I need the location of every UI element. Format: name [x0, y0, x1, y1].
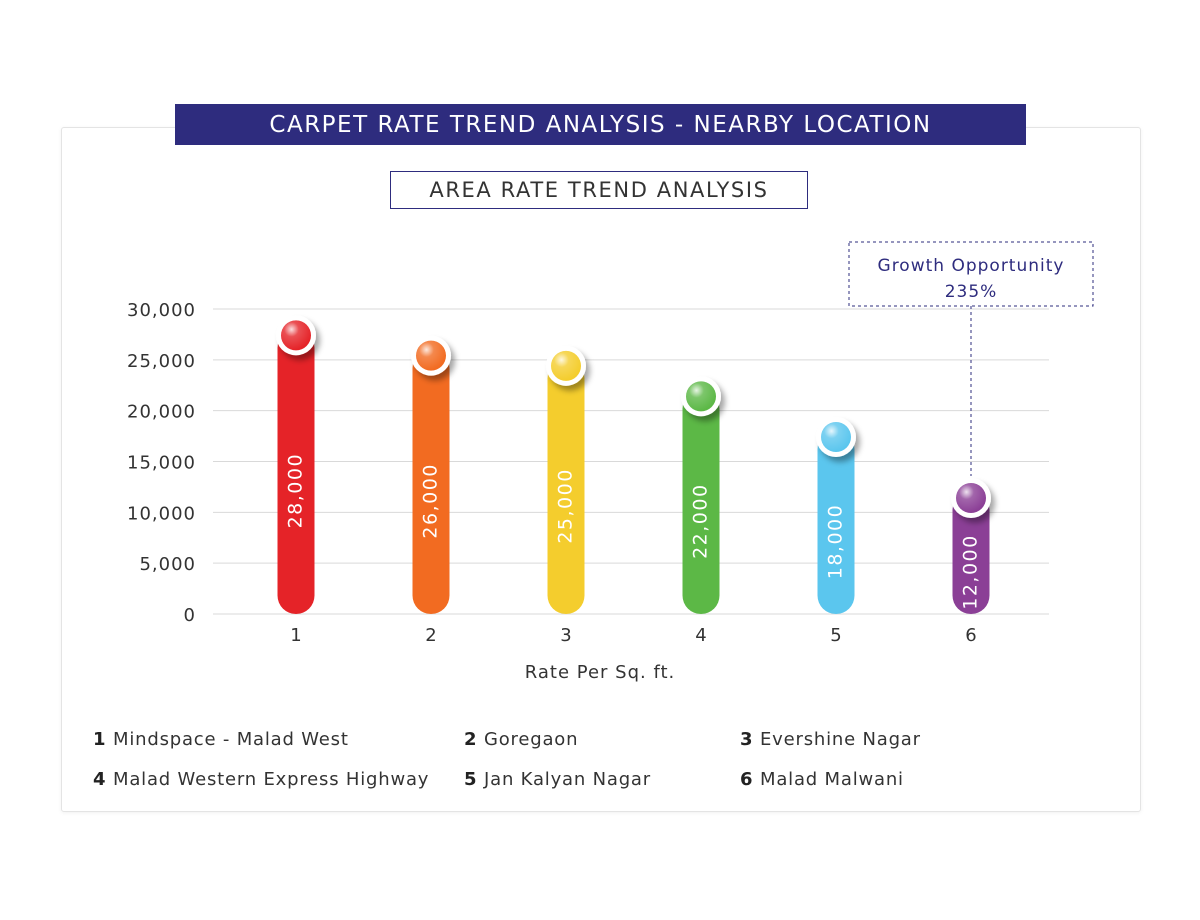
bar-marker-shine — [281, 320, 311, 351]
bar-4 — [682, 390, 720, 614]
main-title: CARPET RATE TREND ANALYSIS - NEARBY LOCA… — [269, 111, 932, 138]
bar-value-label: 26,000 — [420, 463, 442, 538]
bar-value-label: 22,000 — [690, 483, 712, 558]
bar-3 — [547, 359, 585, 614]
y-tick-label: 0 — [184, 605, 196, 626]
x-tick-label: 1 — [290, 625, 301, 646]
chart-card — [61, 127, 1141, 812]
y-tick-label: 30,000 — [127, 300, 196, 321]
bar-value-label: 18,000 — [825, 504, 847, 579]
y-tick-label: 15,000 — [127, 453, 196, 474]
annotation-value: 235% — [945, 282, 998, 302]
bar-marker-shine — [956, 483, 986, 513]
bar-value-label: 28,000 — [285, 453, 307, 528]
main-title-banner: CARPET RATE TREND ANALYSIS - NEARBY LOCA… — [175, 104, 1026, 145]
x-tick-label: 6 — [965, 625, 976, 646]
x-tick-label: 2 — [425, 625, 436, 646]
chart-subtitle: AREA RATE TREND ANALYSIS — [429, 178, 769, 202]
y-tick-label: 25,000 — [127, 351, 196, 372]
annotation-label: Growth Opportunity — [878, 256, 1065, 276]
bar-marker-shine — [821, 422, 851, 452]
x-tick-label: 5 — [830, 625, 841, 646]
bar-5 — [817, 431, 855, 614]
x-tick-label: 4 — [695, 625, 706, 646]
bar-value-label: 25,000 — [555, 468, 577, 543]
bar-marker-shine — [551, 350, 581, 381]
x-axis-label: Rate Per Sq. ft. — [525, 662, 676, 683]
x-tick-label: 3 — [560, 625, 571, 646]
bar-2 — [412, 349, 450, 614]
annotation-box — [848, 241, 1094, 307]
chart-subtitle-box: AREA RATE TREND ANALYSIS — [390, 171, 808, 209]
y-tick-label: 10,000 — [127, 503, 196, 524]
bar-6 — [952, 492, 990, 614]
bar-1 — [277, 329, 315, 614]
bar-marker-shine — [686, 381, 716, 412]
bar-value-label: 12,000 — [960, 534, 982, 609]
bar-marker-shine — [416, 340, 446, 371]
y-tick-label: 20,000 — [127, 402, 196, 423]
y-tick-label: 5,000 — [139, 554, 196, 575]
